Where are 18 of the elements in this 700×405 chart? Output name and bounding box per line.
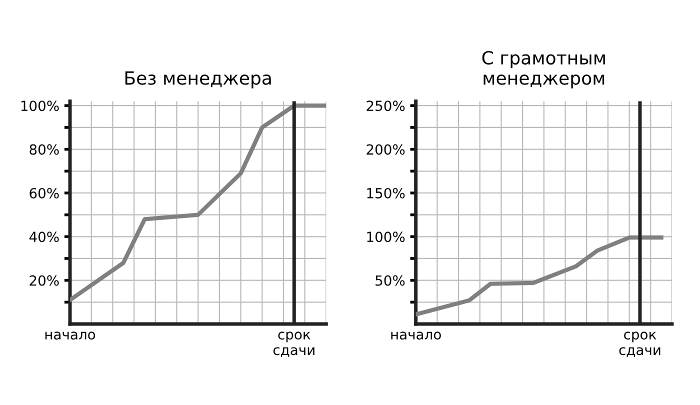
y-tick-label: 100%: [367, 232, 405, 242]
x-tick-label: начало: [391, 332, 441, 340]
y-tick-label: 20%: [30, 275, 59, 286]
y-tick-label: 50%: [376, 275, 405, 286]
y-tick-label: 100%: [21, 100, 59, 112]
y-tick-label: 150%: [367, 188, 405, 198]
y-tick-label: 200%: [366, 144, 405, 155]
x-tick-label: срок сдачи: [273, 332, 314, 357]
x-tick-label: начало: [45, 332, 96, 340]
y-tick-label: 250%: [366, 100, 405, 112]
line-series: [70, 104, 326, 302]
y-tick-label: 60%: [30, 188, 59, 198]
y-tick-label: 80%: [30, 144, 59, 155]
x-tick-label: срок сдачи: [619, 332, 660, 357]
chart-title: Без менеджера: [125, 71, 271, 88]
y-tick-label: 40%: [29, 232, 59, 242]
line-series: [416, 235, 664, 316]
chart-title: С грамотным менеджером: [482, 50, 605, 88]
